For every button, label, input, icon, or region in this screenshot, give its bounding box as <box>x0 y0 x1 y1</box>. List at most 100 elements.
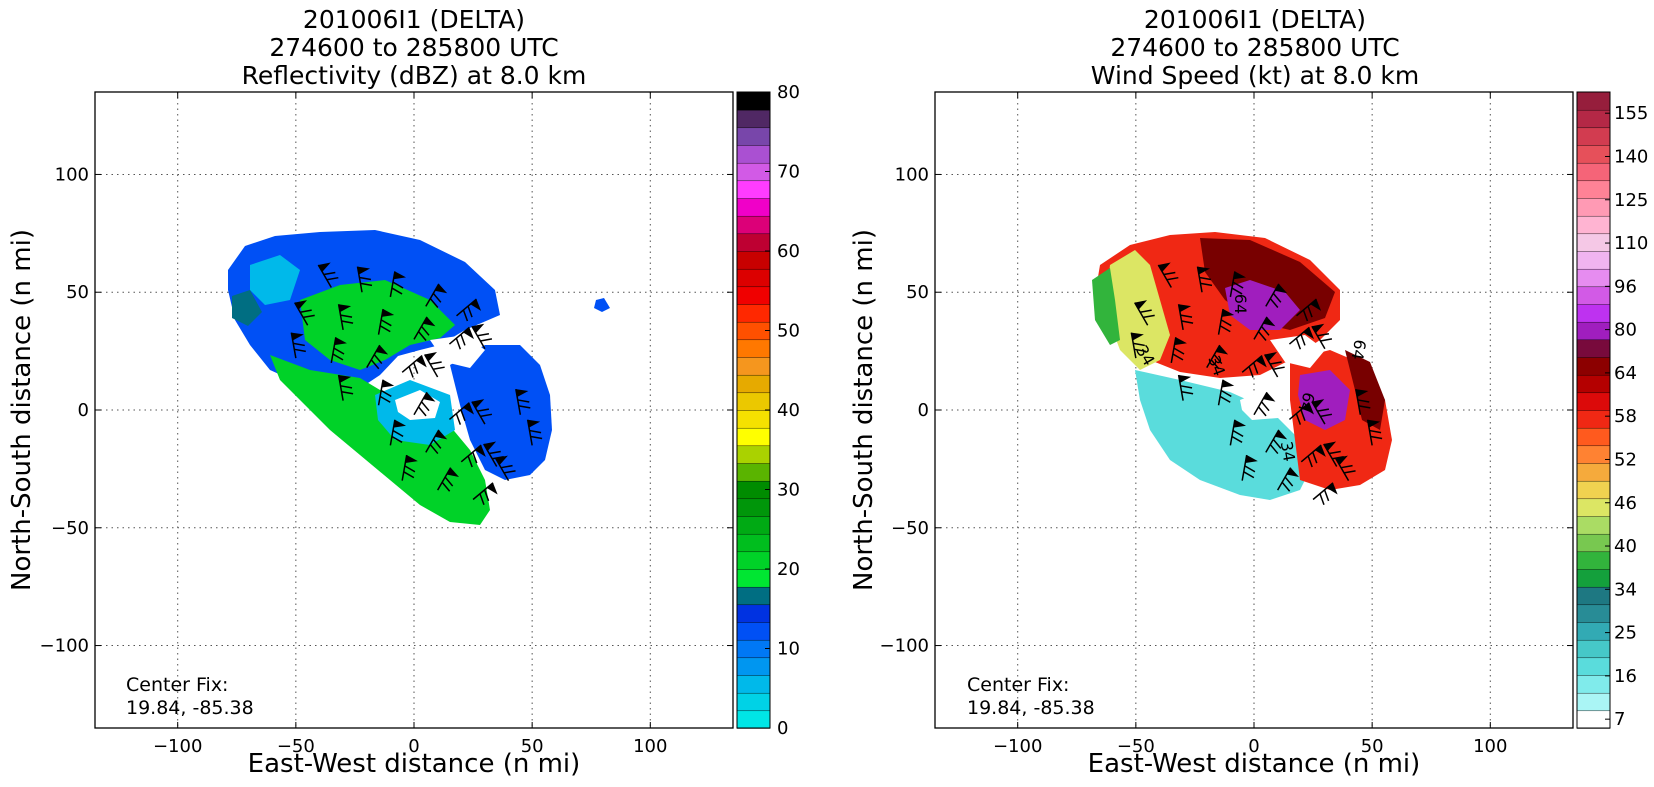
wind-barb-feather <box>1220 389 1232 398</box>
wind-barb-staff <box>460 444 482 463</box>
wind-barb <box>1296 298 1322 322</box>
wind-barb-staff <box>1311 401 1326 425</box>
wind-barb-feather <box>392 281 404 289</box>
wind-barb-feather <box>1213 354 1223 365</box>
wind-barb-flag <box>393 271 407 280</box>
y-axis-label: North-South distance (n mi) <box>849 229 879 591</box>
wind-barb <box>389 271 407 298</box>
wind-barb-flag <box>334 337 347 346</box>
wind-barb-feather <box>529 429 542 434</box>
colorbar-swatch <box>1576 374 1611 394</box>
wind-barb-feather <box>1300 409 1306 422</box>
wind-south-band <box>1135 370 1310 500</box>
colorbar-swatch <box>1576 268 1611 288</box>
wind-barb-flag <box>1197 266 1211 275</box>
colorbar-swatch <box>736 215 771 235</box>
wind-barb-feather <box>1180 385 1193 389</box>
wind-barb-feather <box>489 450 501 455</box>
wind-barb-staff <box>337 374 344 401</box>
wind-barb-feather <box>477 408 490 412</box>
colorbar-tick-label: 155 <box>1614 103 1648 124</box>
wind-barb-feather <box>1134 348 1146 353</box>
wind-barb-staff <box>1229 271 1236 298</box>
wind-barb-feather <box>518 405 531 409</box>
wind-barb-feather <box>1252 362 1259 374</box>
wind-barb-feather <box>1244 465 1256 473</box>
colorbar-swatch <box>1576 674 1611 694</box>
wind-barb-feather <box>380 319 392 327</box>
wind-barb <box>425 429 448 455</box>
wind-barb-feather <box>1317 408 1330 412</box>
wind-barb-flag <box>338 374 352 383</box>
wind-barb-feather <box>403 471 415 479</box>
wind-barb-flag <box>1286 467 1300 478</box>
center-fix-coords: 19.84, -85.38 <box>967 697 1095 719</box>
wind-barb-flag <box>446 467 460 478</box>
wind-barb-feather <box>1320 413 1333 418</box>
x-tick-label: −100 <box>993 736 1042 757</box>
wind-barb-feather <box>1133 342 1145 347</box>
colorbar-swatch <box>736 286 771 305</box>
wind-barb-feather <box>379 395 391 403</box>
wind-barb <box>356 266 373 293</box>
wind-barb-flag <box>1274 429 1288 440</box>
wind-barb <box>1288 326 1315 350</box>
wind-barb-feather <box>408 366 414 378</box>
colorbar-swatch <box>736 233 771 252</box>
wind-barb-feather <box>300 309 312 313</box>
wind-barb-feather <box>1219 395 1231 403</box>
wind-barb-feather <box>480 338 493 342</box>
center-fix-label: Center Fix: <box>126 674 228 696</box>
wind-east-dark-band <box>1345 350 1385 430</box>
wind-barb <box>366 344 389 370</box>
wind-barb-flag <box>515 389 529 397</box>
wind-barb-feather <box>1231 435 1243 443</box>
x-axis-label: East-West distance (n mi) <box>1088 749 1421 779</box>
y-tick-label: 50 <box>66 282 89 303</box>
wind-barb-feather <box>294 348 306 353</box>
wind-barb-staff <box>1253 316 1268 340</box>
colorbar-swatch <box>1576 215 1611 235</box>
colorbar-swatch <box>1576 91 1611 111</box>
colorbar-swatch <box>1576 515 1611 535</box>
colorbar-swatch <box>1576 692 1611 712</box>
colorbar-tick-label: 140 <box>1614 146 1648 167</box>
wind-barb-feather <box>1317 332 1330 337</box>
colorbar-tick-label: 80 <box>1614 320 1637 341</box>
wind-barb-feather <box>429 361 442 365</box>
colorbar-frame <box>1576 91 1611 729</box>
wind-barb-feather <box>1143 314 1155 319</box>
wind-barb-feather <box>333 347 345 355</box>
wind-barb-flag <box>1311 399 1325 409</box>
colorbar-swatch <box>736 551 771 570</box>
wind-barb-flag <box>1264 351 1278 362</box>
wind-barb-feather <box>341 390 354 395</box>
colorbar-swatch <box>1576 427 1611 447</box>
wind-barb-feather <box>373 354 383 365</box>
wind-barb <box>1265 283 1288 309</box>
center-fix-coords: 19.84, -85.38 <box>126 697 254 719</box>
wind-barb-flag <box>423 392 436 402</box>
colorbar-swatch <box>736 621 771 641</box>
wind-barb-staff <box>456 298 477 317</box>
colorbar-tick-label: 110 <box>1614 233 1648 254</box>
wind-barb-feather <box>341 320 354 324</box>
wind-barb-feather <box>1295 338 1302 350</box>
reflectivity-east-band <box>450 345 552 480</box>
wind-barb <box>1311 323 1333 350</box>
wind-barb-feather <box>370 359 380 370</box>
wind-barb <box>1263 351 1285 378</box>
colorbar-swatch <box>736 109 771 129</box>
wind-barb-flag <box>423 316 436 327</box>
wind-barb-staff <box>413 316 428 340</box>
y-tick-label: 50 <box>906 282 929 303</box>
wind-barb-flag <box>1303 327 1315 340</box>
wind-barb-flag <box>1263 392 1276 402</box>
colorbar-swatch <box>1576 339 1611 358</box>
y-tick-label: −50 <box>51 518 89 539</box>
x-axis-label: East-West distance (n mi) <box>248 749 581 779</box>
colorbar-swatch <box>736 462 771 482</box>
colorbar-swatch <box>1576 568 1611 588</box>
wind-barb-flag <box>1274 283 1288 294</box>
